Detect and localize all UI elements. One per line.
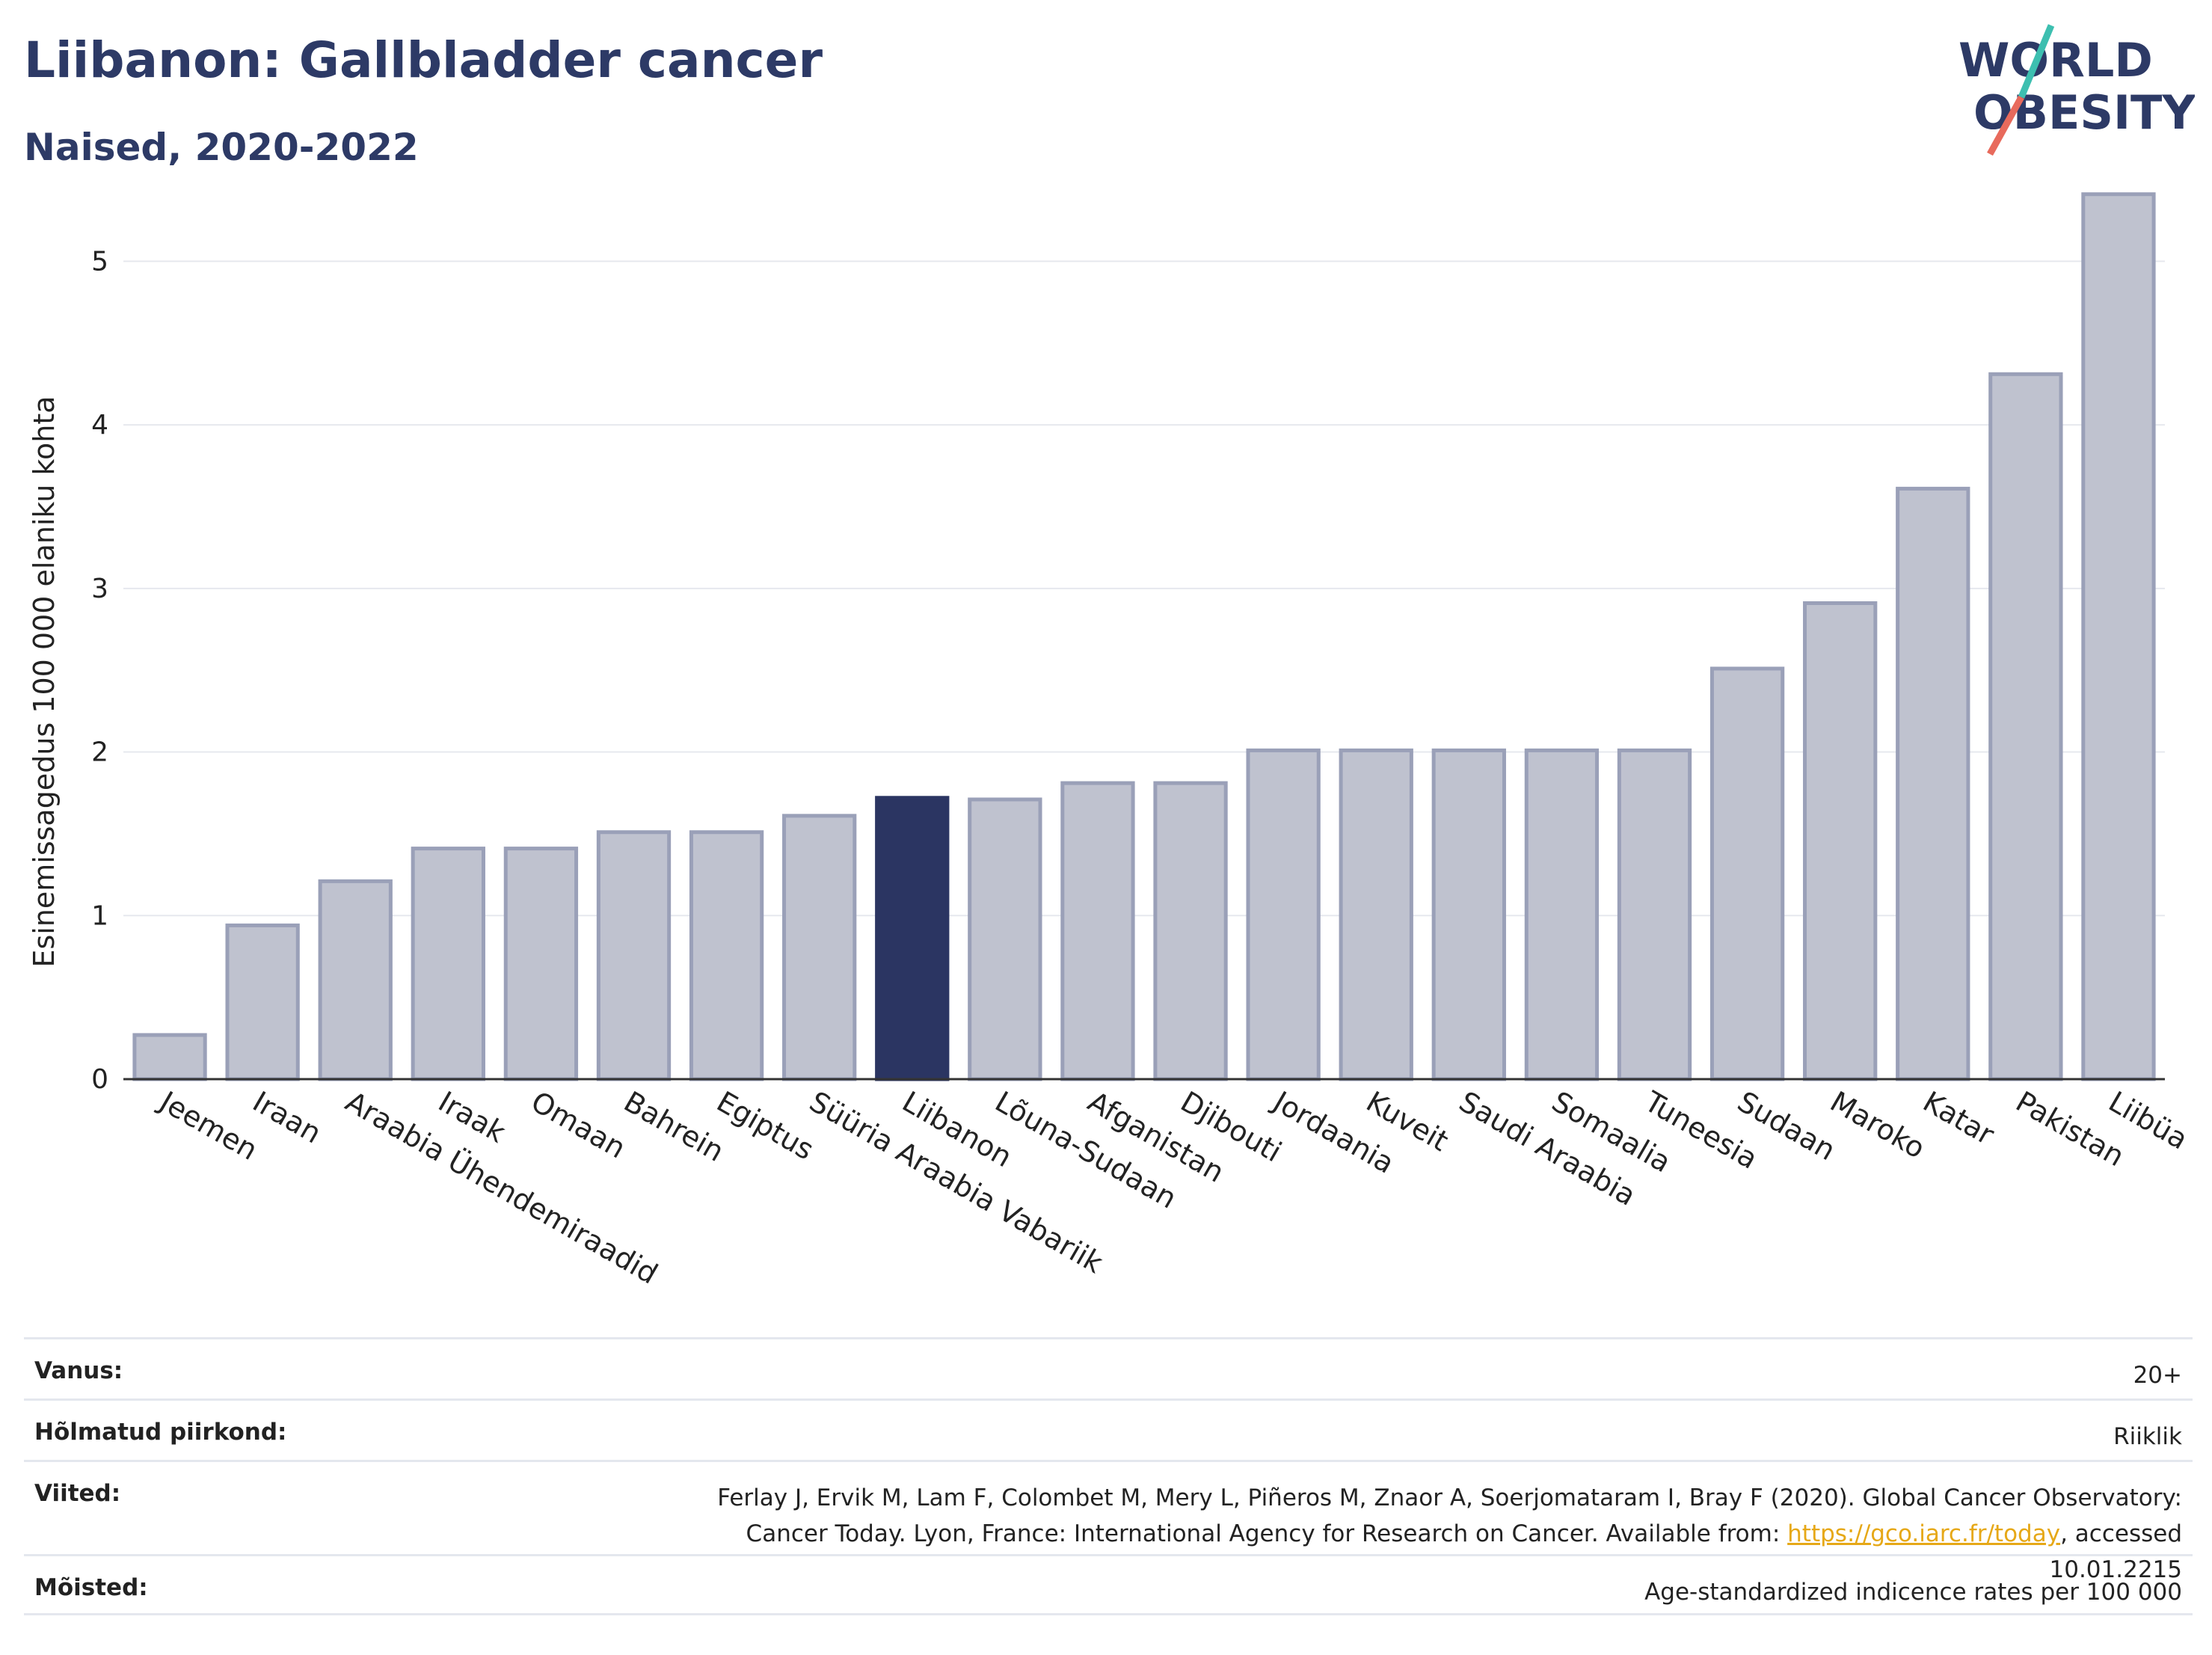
y-tick-label: 2: [91, 737, 108, 768]
meta-row-definitions: Mõisted: Age-standardized indicence rate…: [24, 1554, 2193, 1615]
x-tick-label: Katar: [1917, 1085, 2000, 1152]
meta-value-age: 20+: [2133, 1362, 2182, 1389]
bar: [2081, 192, 2156, 1081]
bar: [1988, 372, 2063, 1081]
x-tick-label: Maroko: [1825, 1085, 1931, 1165]
bar: [1246, 748, 1321, 1081]
meta-label-region: Hõlmatud piirkond:: [34, 1419, 287, 1446]
bar: [782, 814, 857, 1081]
bar: [968, 797, 1042, 1081]
bar: [225, 923, 300, 1081]
y-tick-label: 3: [91, 574, 108, 604]
bar: [1896, 486, 1970, 1081]
bar: [1524, 748, 1600, 1081]
meta-value-definitions: Age-standardized indicence rates per 100…: [1644, 1579, 2182, 1606]
bar: [1339, 748, 1413, 1081]
meta-row-region: Hõlmatud piirkond: Riiklik: [24, 1398, 2193, 1460]
bar-highlight: [875, 796, 950, 1081]
x-tick-label: Bahrein: [618, 1085, 730, 1168]
meta-row-references: Viited: Ferlay J, Ervik M, Lam F, Colomb…: [24, 1460, 2193, 1583]
bar: [132, 1033, 207, 1081]
metadata-table: Vanus: 20+ Hõlmatud piirkond: Riiklik Vi…: [24, 1337, 2193, 1615]
x-tick-label: Egiptus: [711, 1085, 820, 1167]
meta-label-references: Viited:: [34, 1480, 121, 1507]
x-tick-label: Omaan: [526, 1085, 631, 1165]
bar: [596, 830, 672, 1081]
bar: [1060, 781, 1135, 1081]
bar: [411, 847, 485, 1081]
logo-text-world: WORLD: [1958, 33, 2153, 87]
y-axis-label: Esinemissagedus 100 000 elaniku kohta: [28, 396, 61, 967]
reference-accessed: , accessed 10.01.2215: [2049, 1520, 2183, 1583]
bar: [689, 830, 764, 1081]
reference-text: Ferlay J, Ervik M, Lam F, Colombet M, Me…: [717, 1484, 2182, 1547]
bar: [1617, 748, 1692, 1081]
meta-label-definitions: Mõisted:: [34, 1574, 148, 1601]
bars: [132, 192, 2156, 1081]
meta-label-age: Vanus:: [34, 1357, 123, 1384]
y-tick-label: 0: [91, 1064, 108, 1095]
y-tick-label: 1: [91, 900, 108, 931]
logo-slash-top: [2018, 24, 2055, 99]
y-tick-label: 5: [91, 246, 108, 277]
meta-value-region: Riiklik: [2113, 1423, 2182, 1450]
bar: [1803, 601, 1878, 1081]
bar: [1709, 666, 1785, 1081]
meta-row-age: Vanus: 20+: [24, 1337, 2193, 1398]
meta-value-references: Ferlay J, Ervik M, Lam F, Colombet M, Me…: [686, 1480, 2182, 1588]
chart-title: Liibanon: Gallbladder cancer: [24, 31, 823, 89]
x-tick-label: Jeemen: [153, 1084, 263, 1167]
reference-link[interactable]: https://gco.iarc.fr/today: [1787, 1520, 2061, 1547]
logo-slash-bottom: [1987, 95, 2024, 156]
y-tick-label: 4: [91, 410, 108, 440]
bar: [1153, 781, 1228, 1081]
chart-subtitle: Naised, 2020-2022: [24, 126, 419, 169]
bar: [318, 879, 393, 1081]
y-axis-ticks: 0 1 2 3 4 5: [91, 246, 108, 1095]
world-obesity-logo: WORLD OBESITY: [1958, 24, 2195, 156]
bar: [503, 847, 579, 1081]
bar: [1431, 748, 1506, 1081]
